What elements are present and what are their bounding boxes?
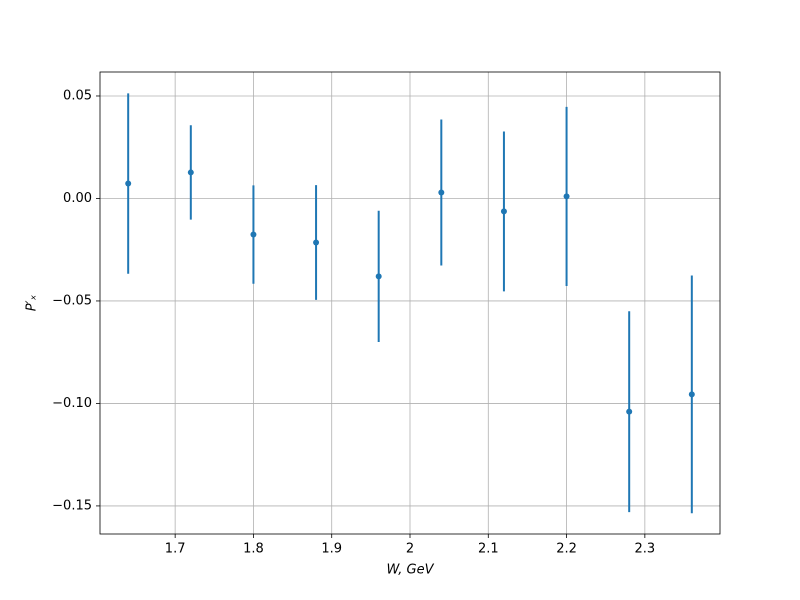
y-tick-label: 0.05 xyxy=(63,88,92,103)
plot-frame xyxy=(99,71,721,535)
x-tick-label: 1.9 xyxy=(321,542,342,557)
x-tick-label: 1.8 xyxy=(243,542,264,557)
data-point xyxy=(563,193,570,200)
y-axis-label: P′ₓ xyxy=(25,294,40,311)
y-tick-label: −0.05 xyxy=(52,293,92,308)
data-point xyxy=(375,273,382,280)
x-tick-label: 1.7 xyxy=(165,542,186,557)
x-tick-label: 2.3 xyxy=(635,542,656,557)
x-tick-label: 2.1 xyxy=(478,542,499,557)
data-point xyxy=(187,169,194,176)
x-axis-label: W, GeV xyxy=(386,563,434,578)
y-tick-label: 0.00 xyxy=(63,191,92,206)
x-tick-label: 2 xyxy=(406,542,414,557)
y-tick-label: −0.15 xyxy=(52,498,92,513)
data-point xyxy=(250,231,257,238)
y-tick-label: −0.10 xyxy=(52,396,92,411)
data-point xyxy=(626,408,633,415)
data-point xyxy=(500,208,507,215)
data-point xyxy=(438,189,445,196)
data-point xyxy=(125,180,132,187)
data-point xyxy=(313,239,320,246)
data-point xyxy=(688,391,695,398)
x-tick-label: 2.2 xyxy=(556,542,577,557)
